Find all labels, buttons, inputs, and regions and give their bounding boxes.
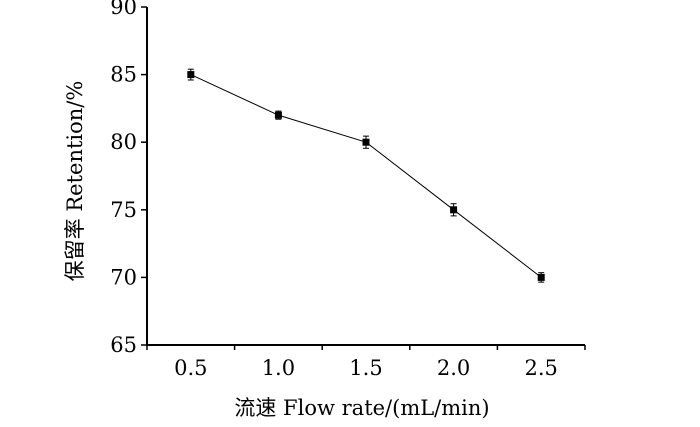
data-point-marker [537,273,545,281]
y-axis-ticks: 65 70 75 80 85 90 [110,0,147,357]
y-axis-label: 保留率 Retention/% [63,81,87,282]
plot-area [187,68,545,283]
x-tick-label: 2.0 [437,356,470,380]
data-point-marker [362,138,370,146]
x-tick-label: 2.5 [524,356,557,380]
data-point-marker [450,206,458,214]
series-line [190,74,542,278]
x-axis-label: 流速 Flow rate/(mL/min) [234,396,489,420]
data-point-marker [187,71,195,79]
y-tick-label: 80 [110,130,137,154]
axes [146,7,585,346]
y-tick-label: 75 [110,198,137,222]
x-tick-label: 1.5 [349,356,382,380]
y-tick-label: 70 [110,265,137,289]
y-tick-label: 65 [110,333,137,357]
x-axis-ticks: 0.5 1.0 1.5 2.0 2.5 [146,345,586,380]
y-tick-label: 85 [110,63,137,87]
data-point-marker [274,111,282,119]
x-tick-label: 1.0 [262,356,295,380]
x-tick-label: 0.5 [174,356,207,380]
y-tick-label: 90 [110,0,137,19]
